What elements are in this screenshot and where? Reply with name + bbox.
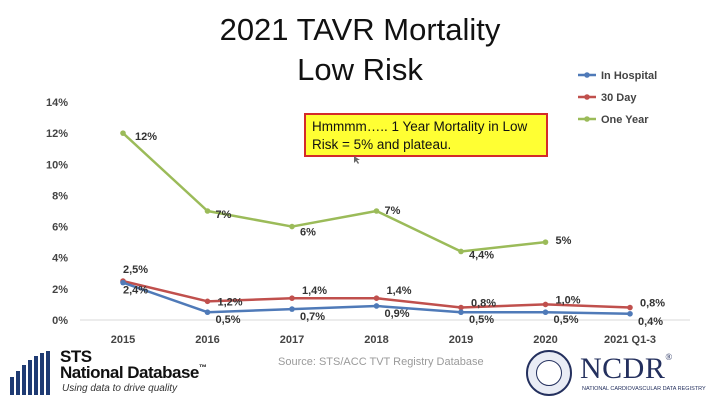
data-point: [289, 295, 295, 302]
data-label: 6%: [300, 227, 316, 239]
data-point: [458, 309, 464, 316]
data-label: 5%: [556, 235, 572, 247]
data-label: 0,8%: [471, 298, 496, 310]
chart-title-line2: Low Risk: [297, 52, 423, 87]
data-label: 4,4%: [469, 249, 494, 261]
data-point: [373, 303, 380, 309]
sts-logo: STS National Database™ Using data to dri…: [10, 347, 210, 399]
y-tick-label: 14%: [46, 97, 68, 109]
legend-label: One Year: [601, 114, 649, 126]
x-tick-label: 2021 Q1-3: [604, 334, 656, 346]
cursor-icon: [354, 156, 360, 164]
legend-marker: [584, 94, 590, 100]
data-point: [120, 279, 126, 286]
y-tick-label: 8%: [52, 190, 68, 202]
data-point: [204, 298, 211, 305]
sts-tagline: Using data to drive quality: [62, 383, 178, 394]
data-label: 1,2%: [218, 296, 243, 308]
annotation-callout: Hmmmm….. 1 Year Mortality in Low Risk = …: [304, 113, 548, 157]
data-label: 1,4%: [302, 285, 327, 297]
data-point: [120, 130, 126, 136]
x-tick-label: 2017: [280, 334, 304, 346]
legend-label: In Hospital: [601, 70, 657, 82]
sts-logo-name: National Database: [60, 363, 199, 382]
data-label: 0,4%: [638, 316, 663, 328]
sts-logo-line2: National Database™: [60, 363, 207, 383]
data-point: [204, 208, 211, 214]
ncdr-name: NCDR®: [580, 352, 673, 386]
x-tick-label: 2015: [111, 334, 135, 346]
data-point: [373, 295, 380, 302]
data-point: [458, 304, 464, 311]
data-point: [542, 301, 549, 308]
y-tick-label: 0%: [52, 315, 68, 327]
data-point: [289, 223, 295, 230]
data-label: 12%: [135, 131, 157, 143]
annotation-text: Hmmmm….. 1 Year Mortality in Low Risk = …: [312, 119, 528, 152]
sts-bars-icon: [10, 351, 50, 395]
x-tick-label: 2019: [449, 334, 473, 346]
legend-marker: [584, 72, 590, 78]
ncdr-subtitle: NATIONAL CARDIOVASCULAR DATA REGISTRY: [582, 386, 706, 392]
data-point: [542, 239, 549, 245]
ncdr-tm: ®: [665, 352, 673, 362]
data-label: 0,9%: [385, 308, 410, 320]
sts-logo-tm: ™: [198, 363, 207, 372]
data-point: [627, 304, 633, 311]
data-point: [289, 306, 295, 312]
data-point: [458, 248, 464, 255]
data-label: 7%: [216, 209, 232, 221]
data-point: [373, 208, 380, 214]
source-note: Source: STS/ACC TVT Registry Database: [278, 356, 484, 368]
data-point: [627, 310, 633, 317]
y-tick-label: 2%: [52, 284, 68, 296]
y-tick-label: 12%: [46, 128, 68, 140]
x-tick-label: 2016: [195, 334, 219, 346]
data-label: 0,5%: [554, 314, 579, 326]
data-label: 0,5%: [469, 314, 494, 326]
legend-marker: [584, 116, 590, 122]
ncdr-name-text: NCDR: [580, 352, 666, 385]
data-label: 0,5%: [216, 314, 241, 326]
y-tick-label: 4%: [52, 253, 68, 265]
data-point: [542, 309, 549, 316]
y-tick-label: 6%: [52, 222, 68, 234]
series-line-one-year: [122, 132, 546, 253]
data-label: 0,7%: [300, 311, 325, 323]
data-label: 7%: [385, 205, 401, 217]
ncdr-logo: NCDR® NATIONAL CARDIOVASCULAR DATA REGIS…: [526, 350, 716, 400]
data-label: 2,4%: [123, 285, 148, 297]
x-tick-label: 2018: [364, 334, 388, 346]
y-tick-label: 10%: [46, 159, 68, 171]
x-tick-label: 2020: [533, 334, 557, 346]
data-label: 1,0%: [556, 294, 581, 306]
data-label: 0,8%: [640, 298, 665, 310]
data-point: [204, 309, 211, 316]
sts-logo-line1: STS: [60, 347, 92, 366]
ncdr-seal-icon: [526, 350, 572, 396]
data-label: 1,4%: [387, 285, 412, 297]
data-label: 2,5%: [123, 264, 148, 276]
chart-title-line1: 2021 TAVR Mortality: [219, 12, 501, 47]
chart-title: 2021 TAVR Mortality Low Risk: [150, 10, 570, 90]
legend-label: 30 Day: [601, 92, 637, 104]
